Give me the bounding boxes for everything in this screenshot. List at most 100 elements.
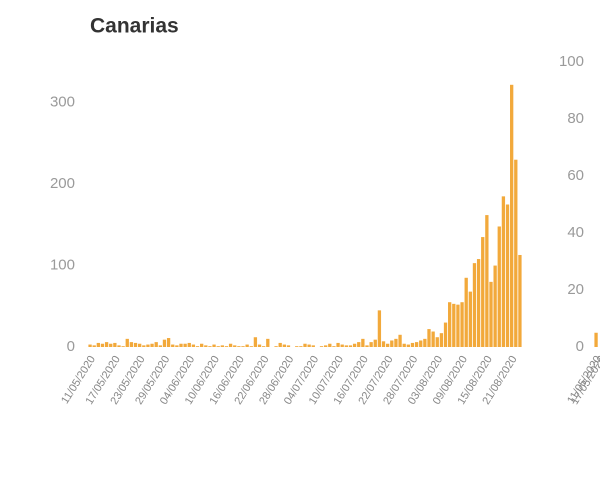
bar <box>452 303 456 347</box>
bar <box>406 344 410 347</box>
bar <box>142 345 146 347</box>
bar <box>348 345 353 347</box>
bar <box>295 346 299 347</box>
bar <box>109 343 113 347</box>
bar <box>237 346 241 347</box>
bar <box>88 344 92 347</box>
bar <box>493 265 497 347</box>
bar <box>195 346 200 347</box>
x-tick-label: 17/05/2020 <box>569 354 600 407</box>
y-tick-label: 0 <box>67 338 75 355</box>
bar <box>344 345 348 347</box>
bar <box>468 291 472 347</box>
bar <box>448 302 452 347</box>
bar <box>216 346 220 347</box>
bar <box>594 332 598 347</box>
bar <box>435 337 439 347</box>
bar <box>257 344 262 347</box>
bar <box>381 341 386 347</box>
y-tick-label: 20 <box>567 281 584 298</box>
bar <box>274 346 278 347</box>
bar <box>510 84 514 348</box>
bar <box>501 196 506 347</box>
bar <box>150 343 154 347</box>
bar <box>241 346 245 347</box>
bar <box>262 346 266 347</box>
bar <box>402 343 406 347</box>
bar <box>266 338 270 347</box>
bar <box>336 342 340 347</box>
bar <box>414 342 419 347</box>
bar <box>485 215 489 347</box>
bar <box>220 345 224 347</box>
bar <box>481 237 485 347</box>
bar <box>410 342 415 347</box>
y-tick-label: 300 <box>50 94 75 111</box>
bar <box>394 338 398 347</box>
bar <box>191 344 196 347</box>
bar <box>245 344 249 347</box>
bar <box>319 346 324 347</box>
bar <box>121 346 125 347</box>
bar <box>365 345 369 347</box>
bar <box>183 343 187 347</box>
bar <box>249 346 253 347</box>
bar <box>154 342 158 347</box>
bar <box>419 340 423 347</box>
bar <box>133 342 138 347</box>
bar <box>158 345 162 347</box>
bar <box>514 159 518 347</box>
bar <box>175 345 179 347</box>
bar <box>361 338 365 347</box>
bar <box>166 338 171 347</box>
bar <box>377 310 382 347</box>
bar <box>117 345 121 347</box>
y-tick-label: 200 <box>50 175 75 192</box>
bar <box>386 343 390 347</box>
bar <box>340 344 344 347</box>
bar <box>357 342 361 347</box>
bar <box>96 342 100 347</box>
bar <box>104 342 109 347</box>
bar <box>476 259 481 347</box>
bar <box>390 340 394 347</box>
bar <box>224 346 229 347</box>
bar <box>472 263 477 347</box>
bar <box>125 338 129 347</box>
bar <box>497 226 501 347</box>
bar <box>171 344 175 347</box>
bar <box>427 329 431 347</box>
bar <box>228 343 233 347</box>
bar <box>282 344 286 347</box>
y-tick-label: 80 <box>567 110 584 127</box>
bar <box>518 254 522 347</box>
bar <box>324 345 328 347</box>
bar <box>92 345 96 347</box>
bar <box>233 345 237 347</box>
bar <box>460 302 464 347</box>
bar <box>100 343 105 347</box>
bar <box>278 342 282 347</box>
bar <box>253 337 258 347</box>
bar <box>369 342 373 347</box>
bar <box>373 339 377 347</box>
bar <box>303 343 307 347</box>
bar <box>332 346 336 347</box>
y-tick-label: 100 <box>50 257 75 274</box>
bar <box>352 343 357 347</box>
bar <box>443 322 448 347</box>
bar <box>456 304 460 347</box>
bar <box>505 204 510 347</box>
bar <box>328 343 332 347</box>
bar <box>146 344 150 347</box>
y-tick-label: 60 <box>567 167 584 184</box>
bar <box>200 343 204 347</box>
bar <box>307 344 311 347</box>
bar <box>129 342 134 347</box>
bar <box>299 346 303 347</box>
y-tick-label: 100 <box>559 53 584 70</box>
bar <box>489 281 493 347</box>
bar <box>439 333 444 347</box>
